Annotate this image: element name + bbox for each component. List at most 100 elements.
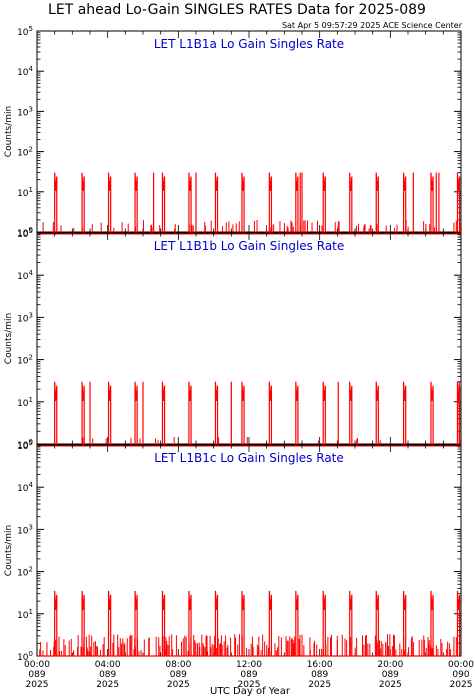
spike-mark (349, 590, 353, 656)
spike-mark (375, 172, 379, 234)
spike-mark (214, 172, 219, 234)
spike-mark (456, 172, 461, 234)
y-tick-label: 105 (17, 439, 33, 452)
x-axis-title: UTC Day of Year (210, 686, 291, 697)
spike-mark (188, 381, 192, 446)
x-tick-label: 20:00 (377, 660, 403, 670)
x-tick-label: 2025 (26, 680, 49, 690)
x-axis-labels: 00:00089202504:00089202508:00089202512:0… (24, 660, 474, 690)
spike-mark (241, 590, 245, 656)
series-1 (38, 381, 461, 447)
x-tick-label: 090 (452, 670, 469, 680)
y-tick-label: 102 (17, 566, 33, 579)
spike-mark (161, 381, 166, 446)
spike-mark (188, 172, 192, 234)
spike-mark (54, 590, 58, 656)
y-tick-label: 104 (17, 65, 33, 78)
generation-timestamp: Sat Apr 5 09:57:29 2025 ACE Science Cent… (282, 21, 463, 30)
y-tick-label: 101 (17, 608, 33, 621)
y-tick-label: 103 (17, 523, 33, 536)
spike-mark (322, 172, 326, 234)
y-tick-label: 101 (17, 186, 33, 199)
spike-mark (107, 590, 112, 656)
spike-mark (268, 381, 273, 446)
x-tick-label: 2025 (308, 680, 331, 690)
spike-mark (295, 172, 299, 234)
spike-mark (349, 381, 353, 446)
spike-mark (81, 172, 85, 234)
x-tick-label: 2025 (238, 680, 261, 690)
spike-mark (188, 590, 192, 656)
panel-2: 100 101 102 103 104 105 Counts/min LET L1B1b Lo… (4, 227, 462, 451)
x-tick-label: 04:00 (95, 660, 121, 670)
series-1 (38, 172, 461, 235)
spike-mark (430, 590, 434, 656)
spike-mark (349, 172, 353, 234)
spike-mark (295, 381, 299, 446)
panel-title: LET L1B1b Lo Gain Singles Rate (154, 239, 345, 253)
x-tick-label: 089 (170, 670, 187, 680)
x-tick-label: 089 (311, 670, 328, 680)
spike-mark (268, 172, 273, 234)
spike-mark (134, 172, 138, 234)
spike-mark (402, 172, 407, 234)
plot-frame (36, 444, 462, 657)
spike-mark (456, 590, 461, 656)
x-tick-label: 089 (99, 670, 116, 680)
spike-mark (430, 381, 434, 446)
spike-mark (107, 172, 112, 234)
y-axis-label: Counts/min (4, 106, 14, 157)
spike-mark (161, 172, 166, 234)
spike-mark (241, 172, 245, 234)
x-tick-label: 00:00 (24, 660, 50, 670)
y-tick-label: 101 (17, 396, 33, 409)
spike-mark (402, 590, 407, 656)
spike-mark (134, 590, 138, 656)
panel-1: 100 101 102 103 104 105 Counts/min LET L1B1a Lo… (4, 25, 462, 239)
y-tick-label: 100 (17, 438, 33, 451)
y-tick-label: 104 (17, 269, 33, 282)
panel-title: LET L1B1c Lo Gain Singles Rate (154, 451, 344, 465)
spike-mark (161, 590, 166, 656)
y-axis-label: Counts/min (4, 525, 14, 576)
y-tick-label: 103 (17, 311, 33, 324)
spike-mark (81, 590, 85, 656)
x-tick-label: 16:00 (307, 660, 333, 670)
y-axis-label: Counts/min (4, 313, 14, 364)
y-tick-label: 100 (17, 226, 33, 239)
spike-mark (54, 381, 58, 446)
y-tick-label: 103 (17, 105, 33, 118)
x-tick-label: 2025 (167, 680, 190, 690)
x-tick-label: 089 (28, 670, 45, 680)
spike-mark (268, 590, 273, 656)
y-tick-label: 104 (17, 481, 33, 494)
spike-mark (430, 172, 434, 234)
spike-mark (81, 381, 85, 446)
series-1 (38, 590, 461, 657)
figure-title: LET ahead Lo-Gain SINGLES RATES Data for… (48, 2, 426, 18)
x-tick-label: 00:00 (448, 660, 474, 670)
x-tick-label: 12:00 (236, 660, 262, 670)
y-tick-label: 102 (17, 146, 33, 159)
spike-mark (375, 381, 379, 446)
x-tick-label: 089 (240, 670, 257, 680)
x-tick-label: 2025 (450, 680, 473, 690)
spike-mark (214, 590, 219, 656)
spike-mark (322, 381, 326, 446)
x-tick-label: 2025 (96, 680, 119, 690)
plot-frame (36, 232, 462, 445)
panel-title: LET L1B1a Lo Gain Singles Rate (154, 37, 344, 51)
spike-mark (214, 381, 219, 446)
panel-3: 100 101 102 103 104 105 Counts/min LET L1B1c Lo… (4, 439, 462, 663)
y-tick-label: 105 (17, 25, 33, 38)
spike-mark (295, 590, 299, 656)
spike-mark (54, 172, 58, 234)
spike-mark (375, 590, 379, 656)
spike-mark (322, 590, 326, 656)
x-tick-label: 08:00 (165, 660, 191, 670)
y-tick-label: 102 (17, 354, 33, 367)
spike-mark (107, 381, 112, 446)
panels-group: 100 101 102 103 104 105 Counts/min LET L1B1a Lo… (4, 25, 462, 663)
spike-mark (134, 381, 138, 446)
